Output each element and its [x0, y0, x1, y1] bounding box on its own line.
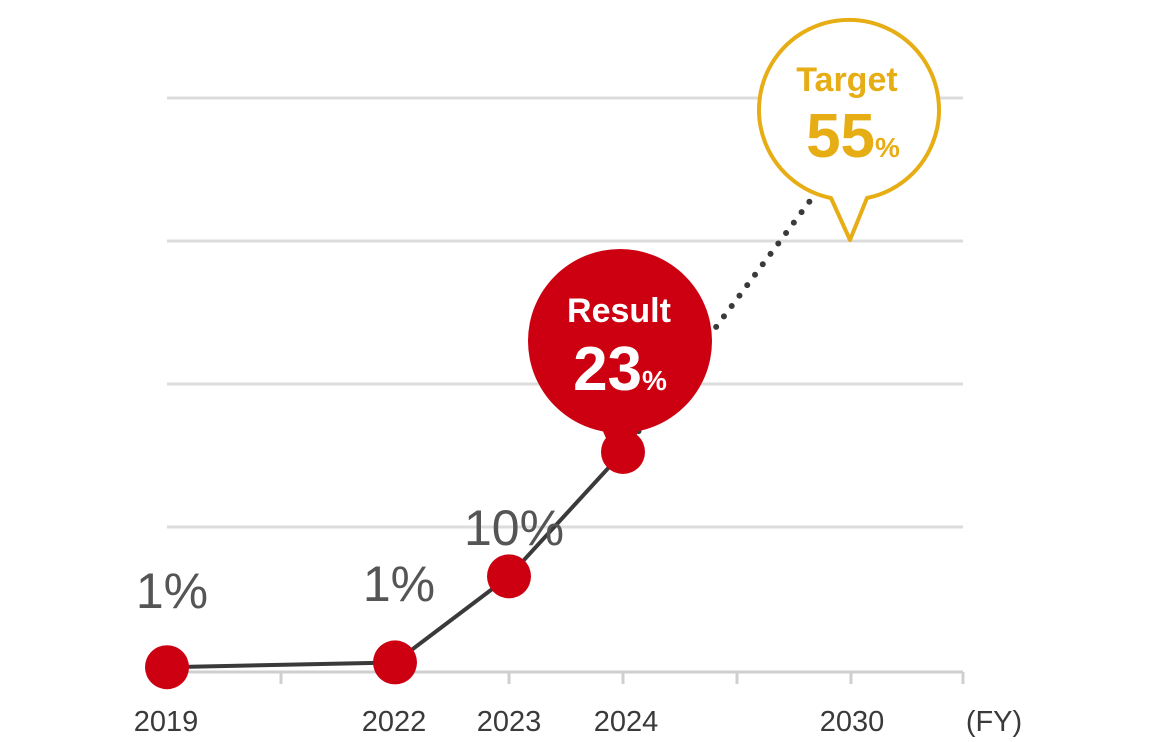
result-bubble — [528, 249, 712, 433]
target-bubble — [757, 17, 941, 242]
target-value-text: 55% — [806, 102, 900, 171]
result-callout: Result 23% — [528, 249, 712, 474]
x-tick-label-2023: 2023 — [477, 706, 542, 738]
data-point-2019 — [145, 645, 189, 690]
data-label-2019: 1% — [136, 563, 208, 619]
x-tick-label-2022: 2022 — [362, 706, 427, 738]
data-point-2023 — [487, 554, 531, 599]
result-title: Result — [567, 292, 671, 330]
x-tick-label-2019: 2019 — [134, 706, 199, 738]
target-value: 55 — [806, 102, 875, 171]
result-unit: % — [642, 365, 667, 396]
data-label-2022: 1% — [363, 556, 435, 612]
data-label-2023: 10% — [464, 500, 564, 556]
x-tick-label-2024: 2024 — [594, 706, 659, 738]
target-callout: Target 55% — [757, 17, 941, 242]
result-value: 23 — [573, 335, 642, 404]
x-axis — [167, 670, 965, 684]
data-point-2022 — [373, 640, 417, 685]
series-line-actual — [166, 450, 625, 670]
x-tick-labels: 2019 2022 2023 2024 2030 (FY) — [134, 706, 1022, 738]
result-bubble-pointer — [597, 418, 643, 474]
x-axis-unit-label: (FY) — [966, 706, 1022, 738]
result-value-text: 23% — [573, 335, 667, 404]
x-tick-label-2030: 2030 — [820, 706, 885, 738]
data-labels: 1% 1% 10% — [136, 500, 564, 619]
target-title: Target — [796, 61, 897, 99]
target-unit: % — [875, 132, 900, 163]
